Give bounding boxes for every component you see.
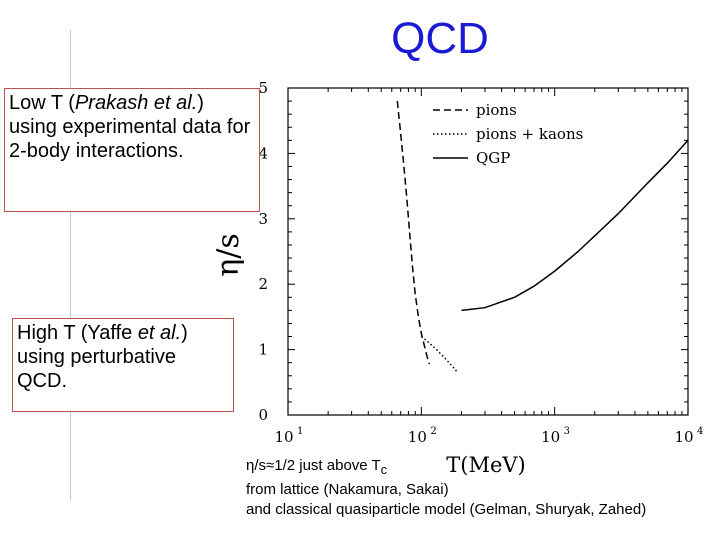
footnote-line-1: η/s≈1/2 just above Tc xyxy=(246,456,646,480)
slide-title: QCD xyxy=(391,14,489,63)
x-tick-label: 10 xyxy=(274,428,293,446)
high-t-note-text-1: High T (Yaffe xyxy=(17,322,138,344)
plot-frame xyxy=(287,87,689,416)
x-tick-label-exponent: 4 xyxy=(697,426,703,437)
y-tick-label: 1 xyxy=(258,341,268,359)
high-t-note-italic: et al. xyxy=(137,322,182,344)
series-line-pions-kaons xyxy=(420,335,458,373)
low-t-note: Low T (Prakash et al.) using experimenta… xyxy=(4,88,260,212)
x-tick-label-exponent: 1 xyxy=(297,426,303,437)
x-tick-label: 10 xyxy=(541,428,560,446)
high-t-note: High T (Yaffe et al.) using perturbative… xyxy=(12,318,234,412)
y-tick-label: 2 xyxy=(258,275,268,293)
series-line-qgp xyxy=(461,139,689,312)
low-t-note-text-2: ) using experimental data for 2-body int… xyxy=(9,92,251,162)
low-t-note-italic: Prakash et al. xyxy=(74,92,198,114)
footnote-line-2: from lattice (Nakamura, Sakai) xyxy=(246,481,449,498)
y-tick-label: 5 xyxy=(258,79,268,97)
low-t-note-text-1: Low T ( xyxy=(9,92,75,114)
x-tick-label-exponent: 2 xyxy=(430,426,436,437)
high-t-note-text-2: ) using perturbative QCD. xyxy=(17,322,188,392)
x-tick-label: 10 xyxy=(408,428,427,446)
y-tick-label: 3 xyxy=(258,210,268,228)
legend-label: pions + kaons xyxy=(476,125,583,143)
footnote: η/s≈1/2 just above Tc from lattice (Naka… xyxy=(246,456,646,520)
y-axis-label: η/s xyxy=(211,233,246,276)
slide-accent-line xyxy=(70,30,71,500)
legend-label: QGP xyxy=(476,149,510,167)
y-tick-label: 0 xyxy=(258,406,268,424)
footnote-line-1-text: η/s≈1/2 just above T xyxy=(246,457,381,474)
footnote-line-1-subscript: c xyxy=(380,463,387,477)
y-tick-label: 4 xyxy=(258,144,268,162)
x-tick-label: 10 xyxy=(674,428,693,446)
series-line-pions xyxy=(396,101,431,365)
legend-label: pions xyxy=(476,101,517,119)
x-tick-label-exponent: 3 xyxy=(564,426,570,437)
x-axis-label: T(MeV) xyxy=(446,453,526,477)
footnote-line-3: and classical quasiparticle model (Gelma… xyxy=(246,501,647,518)
